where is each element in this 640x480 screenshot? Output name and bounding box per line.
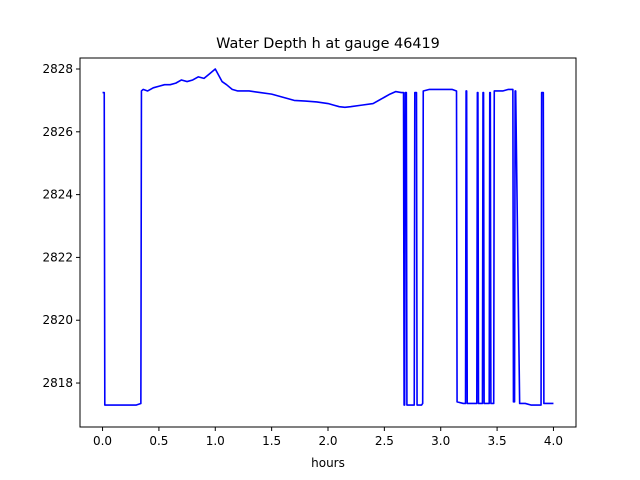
y-tick-label: 2820: [42, 313, 73, 327]
x-tick-label: 0.0: [93, 434, 112, 448]
y-tick-label: 2828: [42, 62, 73, 76]
x-axis-label: hours: [311, 456, 345, 470]
plot-frame: [79, 57, 577, 428]
y-tick-label: 2824: [42, 188, 73, 202]
y-tick-label: 2822: [42, 250, 73, 264]
series-line-0: [102, 68, 554, 406]
x-tick-label: 2.0: [318, 434, 337, 448]
plot-area: [102, 68, 554, 406]
x-tick-label: 4.0: [544, 434, 563, 448]
y-tick-label: 2818: [42, 376, 73, 390]
x-axis: 0.0 0.5 1.0 1.5 2.0 2.5 3.0 3.5 4.0: [93, 427, 563, 448]
x-tick-label: 3.0: [431, 434, 450, 448]
chart-title: Water Depth h at gauge 46419: [216, 36, 440, 52]
y-axis: 2818 2820 2822 2824 2826 2828: [42, 62, 80, 390]
y-tick-label: 2826: [42, 125, 73, 139]
x-tick-label: 0.5: [149, 434, 168, 448]
x-tick-label: 1.5: [262, 434, 281, 448]
x-tick-label: 1.0: [206, 434, 225, 448]
x-tick-label: 2.5: [375, 434, 394, 448]
x-tick-label: 3.5: [488, 434, 507, 448]
